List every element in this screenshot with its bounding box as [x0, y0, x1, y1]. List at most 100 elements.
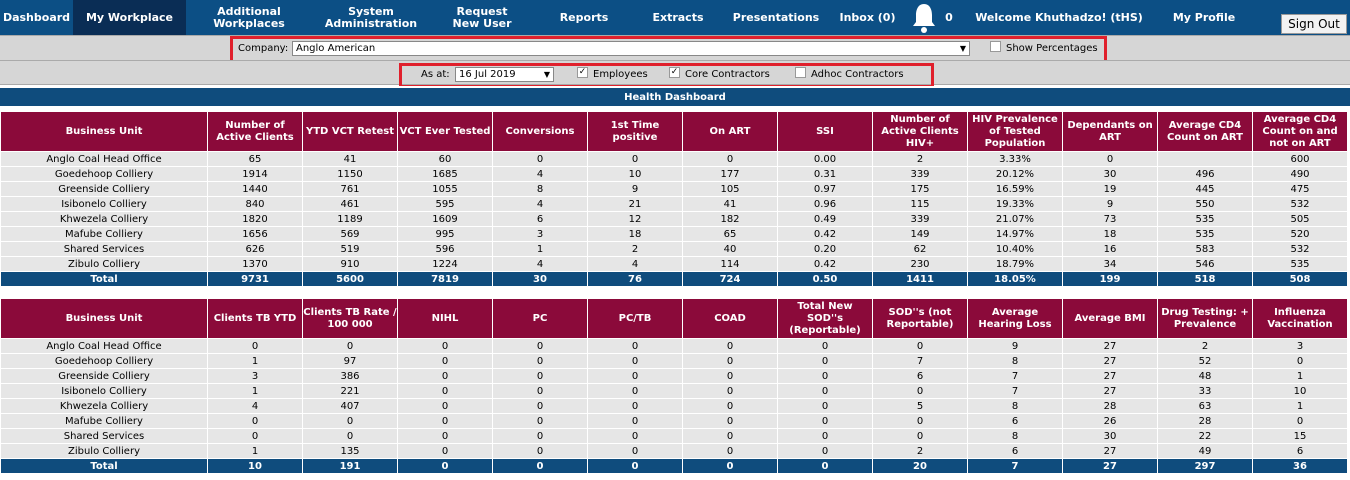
sign-out-button[interactable]: Sign Out [1281, 14, 1347, 34]
cell: 19.33% [967, 196, 1063, 212]
cell: 4 [492, 196, 588, 212]
nav-link[interactable]: System Administration [324, 4, 418, 30]
cell: 114 [682, 256, 778, 272]
cell: 0 [1252, 353, 1348, 369]
cell: 0.31 [777, 166, 873, 182]
checkbox-label: Adhoc Contractors [811, 69, 904, 80]
nav-link[interactable]: Presentations [732, 10, 820, 24]
cell: 105 [682, 181, 778, 197]
nav-link[interactable]: Reports [559, 10, 609, 24]
cell: 40 [682, 241, 778, 257]
cell: 4 [207, 398, 303, 414]
nav-link[interactable]: Request New User [452, 4, 512, 30]
data-row: Mafube Colliery 1656 569 995 3 18 65 0.42 149 14.… [0, 226, 1348, 242]
nav-link[interactable]: My Profile [1172, 10, 1236, 24]
nav-link[interactable]: Dashboard [2, 10, 71, 24]
cell: 0 [492, 443, 588, 459]
cell: 490 [1252, 166, 1348, 182]
cell: 0 [587, 443, 683, 459]
data-row: Greenside Colliery 1440 761 1055 8 9 105 0.97 17… [0, 181, 1348, 197]
cell: 0 [682, 151, 778, 167]
checkbox[interactable]: ✓ [577, 67, 588, 78]
total-cell: 191 [302, 458, 398, 474]
cell: 1055 [397, 181, 493, 197]
cell: 27 [1062, 383, 1158, 399]
cell: 5 [872, 398, 968, 414]
cell: 0 [302, 338, 398, 354]
column-header: Clients TB YTD [207, 298, 303, 339]
cell: 1440 [207, 181, 303, 197]
cell: 0 [777, 428, 873, 444]
total-cell: 0 [777, 458, 873, 474]
row-label: Zibulo Colliery [0, 256, 208, 272]
date-select[interactable]: 16 Jul 2019 ▼ [455, 67, 554, 82]
data-table: Business Unit Number of Active Clients YTD… [0, 111, 1348, 287]
cell: 0.97 [777, 181, 873, 197]
filter-bar: Company: Anglo American ▼ Show Percentage… [0, 35, 1350, 63]
cell: 4 [587, 256, 683, 272]
cell: 0 [492, 338, 588, 354]
column-header: Business Unit [0, 111, 208, 152]
cell: 52 [1157, 353, 1253, 369]
row-label: Greenside Colliery [0, 368, 208, 384]
cell: 16.59% [967, 181, 1063, 197]
cell: 73 [1062, 211, 1158, 227]
total-cell: 297 [1157, 458, 1253, 474]
cell: 0 [207, 413, 303, 429]
data-row: Goedehoop Colliery 1914 1150 1685 4 10 177 0.31… [0, 166, 1348, 182]
column-header: Total New SOD''s (Reportable) [777, 298, 873, 339]
filter-bar: As at: 16 Jul 2019 ▼ ✓ Employees ✓ Core C… [0, 60, 1350, 88]
cell: 0 [302, 413, 398, 429]
nav-bar: Dashboard My Workplace Additional Workpl… [0, 0, 1350, 35]
row-label: Mafube Colliery [0, 226, 208, 242]
cell: 0 [682, 338, 778, 354]
column-header: SOD''s (not Reportable) [872, 298, 968, 339]
cell: 3 [207, 368, 303, 384]
cell: 1150 [302, 166, 398, 182]
cell: 0 [777, 368, 873, 384]
cell: 1 [492, 241, 588, 257]
cell: 33 [1157, 383, 1253, 399]
nav-link[interactable]: Extracts [652, 10, 704, 24]
total-label: Total [0, 458, 208, 474]
cell: 62 [872, 241, 968, 257]
column-header: Influenza Vaccination [1252, 298, 1348, 339]
row-label: Anglo Coal Head Office [0, 338, 208, 354]
cell: 28 [1062, 398, 1158, 414]
nav-link[interactable]: Inbox (0) [839, 10, 896, 24]
cell: 2 [1157, 338, 1253, 354]
cell: 535 [1157, 226, 1253, 242]
nav-link[interactable]: My Workplace [73, 0, 186, 35]
bell-icon[interactable] [909, 1, 939, 35]
cell: 135 [302, 443, 398, 459]
cell: 461 [302, 196, 398, 212]
column-header: On ART [682, 111, 778, 152]
cell: 0 [397, 368, 493, 384]
nav-link[interactable]: Additional Workplaces [213, 4, 285, 30]
data-row: Zibulo Colliery 1 135 0 0 0 0 0 2 6 27 49 6 [0, 443, 1348, 459]
total-cell: 7 [967, 458, 1063, 474]
data-row: Greenside Colliery 3 386 0 0 0 0 0 6 7 27 48 1 [0, 368, 1348, 384]
cell: 0 [492, 413, 588, 429]
cell: 60 [397, 151, 493, 167]
cell: 550 [1157, 196, 1253, 212]
cell: 0 [587, 413, 683, 429]
cell: 0 [587, 338, 683, 354]
data-row: Shared Services 626 519 596 1 2 40 0.20 62 10.40%… [0, 241, 1348, 257]
cell: 1370 [207, 256, 303, 272]
total-cell: 7819 [397, 271, 493, 287]
checkbox[interactable]: ✓ [669, 67, 680, 78]
cell: 7 [967, 368, 1063, 384]
cell: 600 [1252, 151, 1348, 167]
cell: 149 [872, 226, 968, 242]
cell: 475 [1252, 181, 1348, 197]
checkbox[interactable] [990, 41, 1001, 52]
cell: 1224 [397, 256, 493, 272]
total-label: Total [0, 271, 208, 287]
cell: 0 [872, 338, 968, 354]
column-header: Conversions [492, 111, 588, 152]
checkbox[interactable] [795, 67, 806, 78]
cell: 535 [1157, 211, 1253, 227]
total-row: Total 9731 5600 7819 30 76 724 0.50 1411 18.05% 19… [0, 271, 1348, 287]
company-select[interactable]: Anglo American ▼ [292, 41, 970, 56]
